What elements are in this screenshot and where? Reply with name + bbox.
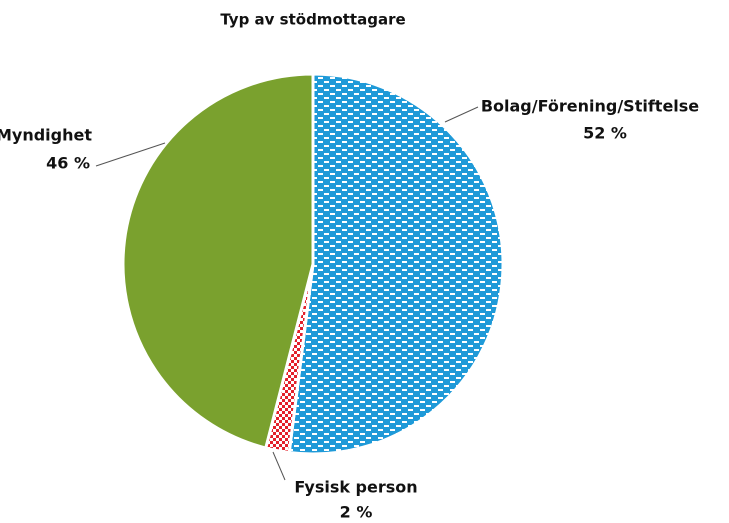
- pie-slice: [121, 72, 315, 450]
- slice-label: Fysisk person: [294, 478, 417, 497]
- value-label: 52 %: [583, 124, 627, 143]
- leader-line: [444, 106, 479, 123]
- chart-title: Typ av stödmottagare: [220, 11, 405, 29]
- value-label: 46 %: [46, 154, 90, 173]
- slice-label: Myndighet: [0, 126, 92, 145]
- slice-label: Bolag/Förening/Stiftelse: [481, 97, 699, 116]
- leader-line: [95, 142, 166, 167]
- value-label: 2 %: [340, 503, 373, 522]
- pie-slice: [287, 72, 505, 456]
- leader-line: [272, 451, 286, 481]
